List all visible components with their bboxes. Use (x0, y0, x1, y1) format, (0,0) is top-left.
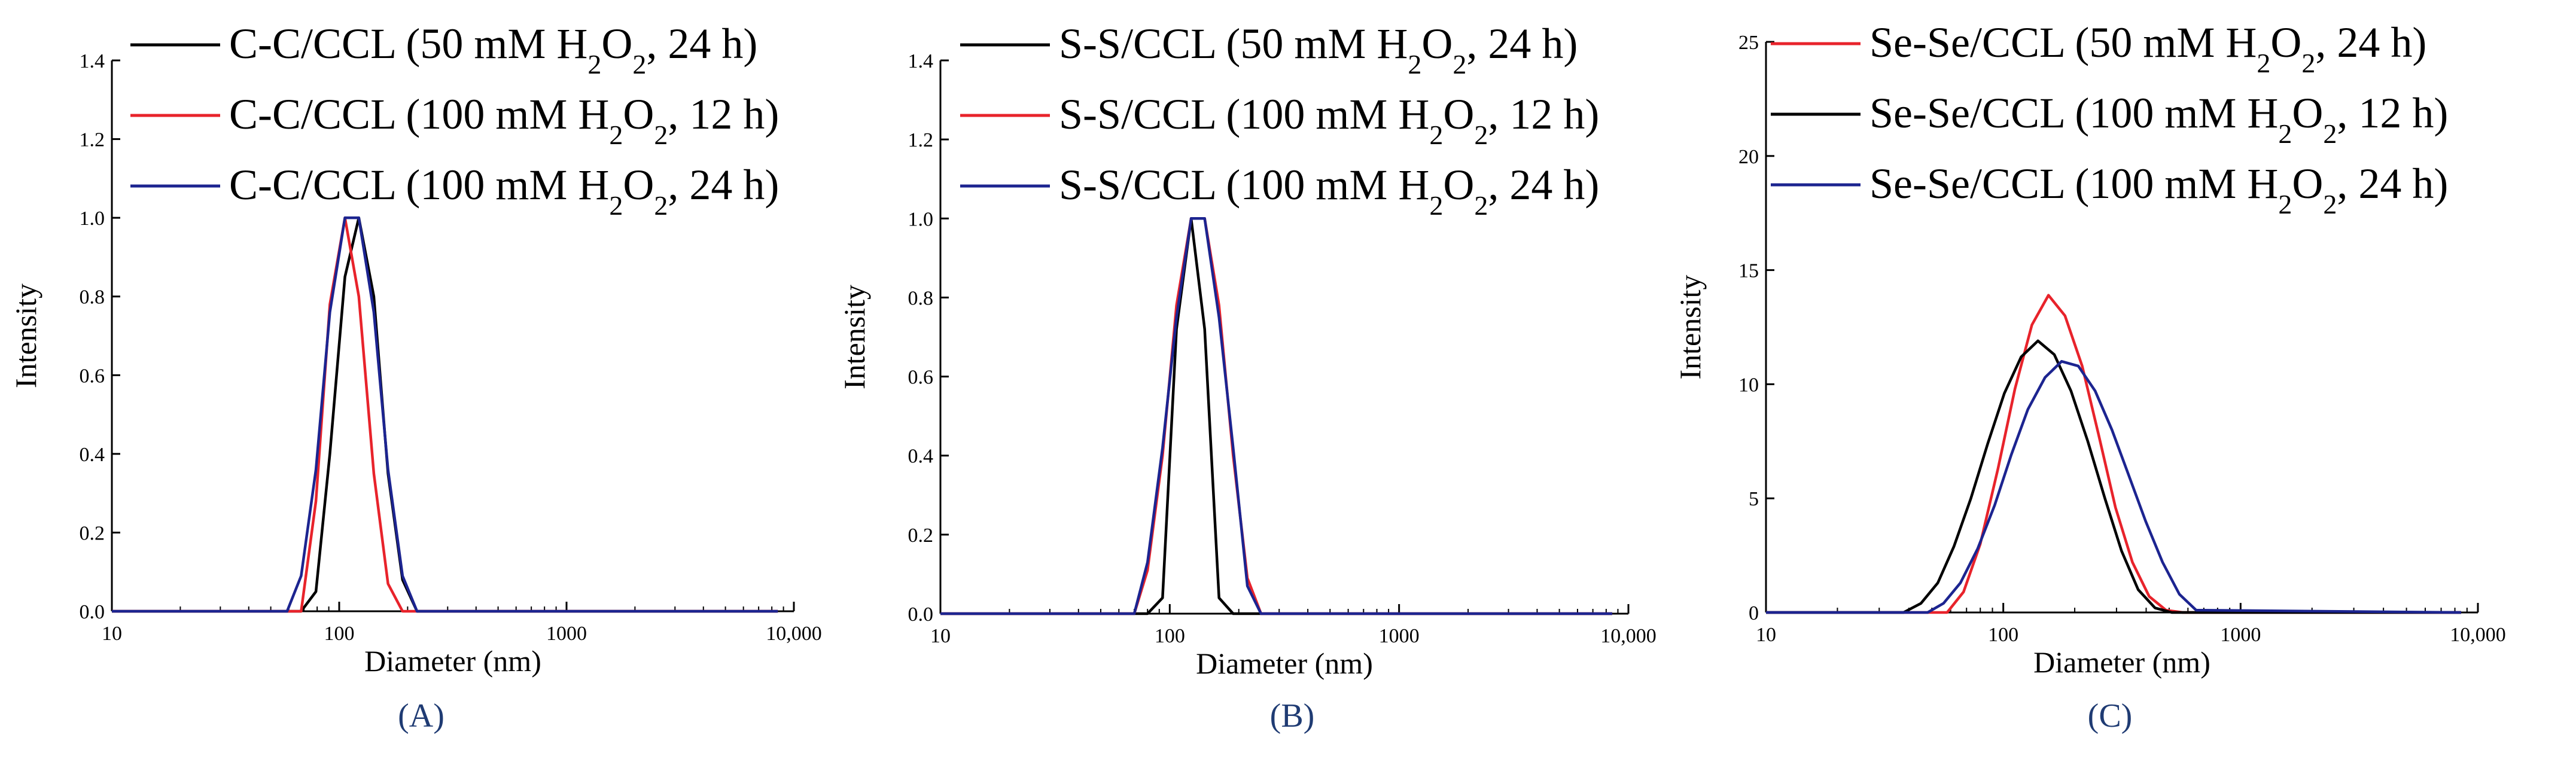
x-tick-label: 100 (1155, 625, 1185, 647)
x-tick-label: 1000 (2220, 624, 2261, 646)
y-tick-label: 20 (1738, 146, 1759, 168)
legend-entry: S-S/CCL (50 mM H2O2, 24 h) (1059, 20, 1578, 80)
series-line-2 (1766, 339, 2461, 614)
x-tick-label: 10 (1756, 624, 1776, 646)
y-tick-label: 0.0 (80, 601, 105, 623)
y-tick-label: 1.2 (80, 129, 105, 151)
series-line-3 (112, 216, 778, 613)
legend-entry: C-C/CCL (50 mM H2O2, 24 h) (229, 20, 757, 80)
y-axis-title: Intensity (1673, 275, 1707, 380)
legend-entry: Se-Se/CCL (50 mM H2O2, 24 h) (1869, 19, 2426, 78)
series-line-2 (112, 216, 778, 613)
x-axis-title: Diameter (nm) (1196, 647, 1373, 680)
chart-panel-2: 0.0 0.2 0.4 0.6 0.8 1.0 1.2 1.4 10 100 1000 10,000 D… (838, 20, 1657, 734)
panel-label: (A) (398, 697, 444, 734)
y-tick-label: 0 (1749, 602, 1759, 624)
legend-entry: Se-Se/CCL (100 mM H2O2, 12 h) (1869, 89, 2448, 149)
y-tick-label: 10 (1738, 374, 1759, 396)
panel-label: (B) (1270, 697, 1315, 734)
x-tick-label: 1000 (546, 623, 587, 645)
y-tick-label: 1.0 (908, 208, 934, 230)
x-tick-label: 10,000 (766, 623, 822, 645)
x-tick-label: 10 (102, 623, 122, 645)
chart-panel-1: 0.0 0.2 0.4 0.6 0.8 1.0 1.2 1.4 10 100 1000 10,000 D… (9, 20, 822, 734)
x-tick-label: 100 (324, 623, 355, 645)
series-line-3 (1766, 359, 2462, 614)
x-axis-title: Diameter (nm) (2033, 645, 2210, 679)
y-tick-label: 0.6 (908, 367, 934, 389)
y-tick-label: 0.2 (908, 525, 934, 547)
y-tick-label: 25 (1738, 32, 1759, 54)
x-tick-label: 10,000 (2450, 624, 2506, 646)
y-tick-label: 0.6 (80, 365, 105, 387)
series-line-1 (112, 216, 778, 613)
y-axis-title: Intensity (838, 285, 871, 389)
x-tick-label: 1000 (1379, 625, 1420, 647)
x-tick-label: 10 (930, 625, 951, 647)
legend-entry: C-C/CCL (100 mM H2O2, 24 h) (229, 161, 779, 221)
y-tick-label: 1.4 (80, 50, 105, 72)
x-tick-label: 100 (1988, 624, 2018, 646)
y-tick-label: 0.4 (80, 444, 105, 466)
series-line-2 (940, 217, 1612, 615)
legend-entry: S-S/CCL (100 mM H2O2, 12 h) (1059, 90, 1599, 150)
legend-entry: C-C/CCL (100 mM H2O2, 12 h) (229, 90, 779, 150)
y-tick-label: 0.2 (80, 522, 105, 544)
y-tick-label: 5 (1749, 488, 1759, 510)
y-tick-label: 0.8 (80, 286, 105, 309)
y-tick-label: 1.2 (908, 129, 934, 151)
x-axis-title: Diameter (nm) (364, 644, 541, 678)
y-tick-label: 0.8 (908, 287, 934, 309)
legend-entry: S-S/CCL (100 mM H2O2, 24 h) (1059, 161, 1599, 221)
series-line-1 (940, 217, 1612, 615)
legend-entry: Se-Se/CCL (100 mM H2O2, 24 h) (1869, 160, 2448, 220)
y-axis-title: Intensity (9, 284, 42, 388)
y-tick-label: 0.0 (908, 603, 934, 626)
y-tick-label: 1.4 (908, 50, 934, 72)
series-line-3 (940, 217, 1612, 615)
chart-panel-3: 0 5 10 15 20 25 10 100 1000 10,000 Diameter (nm) In… (1673, 19, 2506, 734)
y-tick-label: 0.4 (908, 446, 934, 468)
x-tick-label: 10,000 (1600, 625, 1657, 647)
series-line-1 (1766, 294, 2461, 614)
panel-label: (C) (2088, 697, 2133, 734)
y-tick-label: 15 (1738, 260, 1759, 282)
y-tick-label: 1.0 (80, 208, 105, 230)
